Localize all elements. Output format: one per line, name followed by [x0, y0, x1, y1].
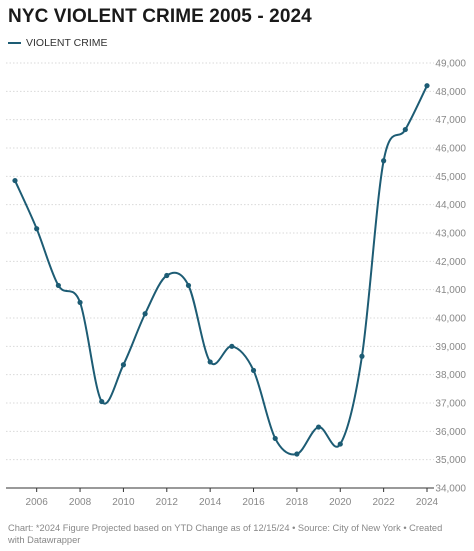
data-point: [77, 299, 83, 306]
data-point: [185, 282, 192, 289]
y-tick-label: 49,000: [435, 59, 466, 70]
x-tick-label: 2008: [69, 497, 92, 508]
y-tick-label: 35,000: [435, 455, 466, 466]
gridlines: [6, 62, 434, 461]
legend-label: VIOLENT CRIME: [26, 37, 108, 49]
data-point: [142, 311, 148, 317]
x-tick-label: 2018: [286, 497, 309, 508]
y-tick-label: 40,000: [435, 314, 466, 325]
data-point: [294, 451, 300, 457]
x-tick-label: 2020: [329, 497, 352, 508]
x-tick-label: 2012: [156, 497, 179, 508]
data-point: [250, 367, 257, 374]
legend: VIOLENT CRIME: [8, 37, 108, 49]
data-points: [12, 83, 430, 457]
legend-swatch: [8, 41, 21, 45]
data-point: [12, 177, 18, 184]
data-point: [229, 343, 235, 349]
data-point: [272, 435, 278, 442]
x-axis-tickmarks: [36, 488, 428, 492]
data-point: [207, 359, 213, 365]
data-point: [402, 126, 408, 133]
data-point: [359, 353, 365, 359]
y-tick-label: 45,000: [435, 172, 466, 183]
y-tick-label: 48,000: [435, 87, 466, 98]
y-tick-label: 41,000: [435, 285, 466, 296]
y-tick-label: 34,000: [435, 484, 466, 495]
x-tick-label: 2024: [416, 497, 439, 508]
x-tick-label: 2016: [242, 497, 265, 508]
data-point: [120, 362, 127, 368]
y-tick-label: 42,000: [435, 257, 466, 268]
data-point: [55, 282, 61, 289]
data-point: [381, 158, 387, 164]
y-tick-label: 39,000: [435, 342, 466, 353]
x-tick-label: 2006: [26, 497, 49, 508]
data-point: [99, 398, 105, 405]
x-tick-label: 2022: [373, 497, 396, 508]
data-point: [337, 441, 343, 447]
y-axis-labels: 34,000 35,000 36,000 37,000 38,000 39,000 40,0…: [435, 59, 466, 495]
y-tick-label: 43,000: [435, 229, 466, 240]
y-tick-label: 46,000: [435, 144, 466, 155]
x-tick-label: 2014: [199, 497, 222, 508]
line-chart: 34,000 35,000 36,000 37,000 38,000 39,000 40,0…: [6, 59, 466, 508]
y-tick-label: 37,000: [435, 399, 466, 410]
data-point: [424, 83, 430, 89]
x-axis-labels: 2006 2008 2010 2012 2014 2016 2018 2020 2022 2024: [26, 497, 439, 508]
data-point: [34, 226, 40, 232]
data-point: [164, 272, 170, 279]
chart-title: NYC VIOLENT CRIME 2005 - 2024: [8, 6, 312, 27]
y-tick-label: 47,000: [435, 115, 466, 126]
y-tick-label: 44,000: [435, 200, 466, 211]
series-line-violent-crime: [14, 85, 428, 456]
y-tick-label: 38,000: [435, 370, 466, 381]
data-point: [315, 424, 322, 430]
x-tick-label: 2010: [112, 497, 135, 508]
y-tick-label: 36,000: [435, 427, 466, 438]
footer-note: Chart: *2024 Figure Projected based on Y…: [8, 523, 443, 545]
